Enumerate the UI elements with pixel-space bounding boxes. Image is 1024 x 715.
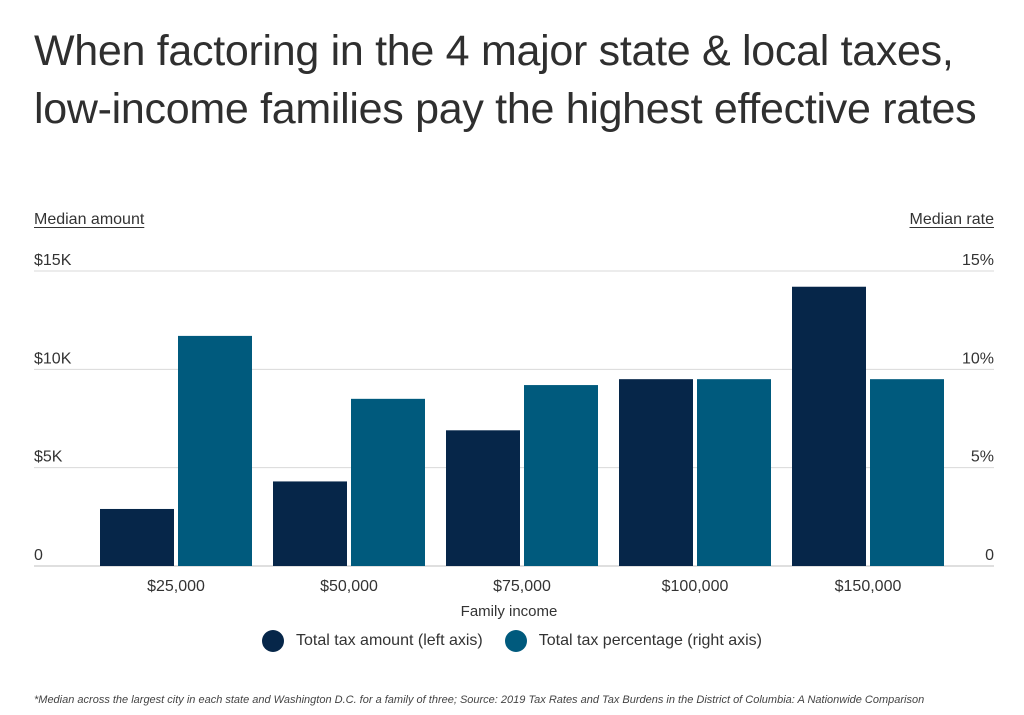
bar-tax-amount [446,430,520,566]
right-tick-label: 5% [971,449,994,466]
left-tick-label: $15K [34,252,72,269]
bar-tax-amount [619,379,693,566]
legend-swatch-amount [262,630,285,652]
bar-tax-amount [273,481,347,566]
legend-swatch-percentage [504,630,527,652]
footnote: *Median across the largest city in each … [34,694,925,706]
legend-label-percentage: Total tax percentage (right axis) [538,632,762,649]
left-tick-label: 0 [34,547,43,564]
left-tick-label: $10K [34,350,72,367]
right-tick-label: 15% [962,252,994,269]
bar-tax-percentage [178,335,252,566]
axis-labels: 0 $5K $10K $15K 0 5% 10% 15% $25,000 $50,000 $75,0… [34,252,994,620]
legend-item-percentage: Total tax percentage (right axis) [504,630,762,652]
left-tick-label: $5K [34,449,63,466]
bars [100,286,944,566]
bar-tax-percentage [697,379,771,566]
x-tick-label: $25,000 [147,578,205,595]
legend-label-amount: Total tax amount (left axis) [296,632,483,649]
x-tick-label: $75,000 [493,578,551,595]
right-tick-label: 0 [985,547,994,564]
chart-title: When factoring in the 4 major state & lo… [34,27,977,133]
bar-tax-percentage [870,379,944,566]
x-tick-label: $150,000 [835,578,902,595]
legend-item-amount: Total tax amount (left axis) [262,630,483,652]
bar-tax-amount [792,286,866,566]
bar-chart: 0 $5K $10K $15K 0 5% 10% 15% $25,000 $50,000 $75,0… [34,252,994,620]
x-axis-title: Family income [461,603,558,620]
x-tick-label: $100,000 [662,578,729,595]
bar-tax-percentage [351,398,425,566]
right-tick-label: 10% [962,350,994,367]
bar-tax-percentage [524,385,598,566]
x-tick-label: $50,000 [320,578,378,595]
bar-tax-amount [100,508,174,566]
right-axis-title: Median rate [909,211,995,228]
left-axis-title: Median amount [34,211,145,228]
legend: Total tax amount (left axis) Total tax p… [0,630,1024,652]
